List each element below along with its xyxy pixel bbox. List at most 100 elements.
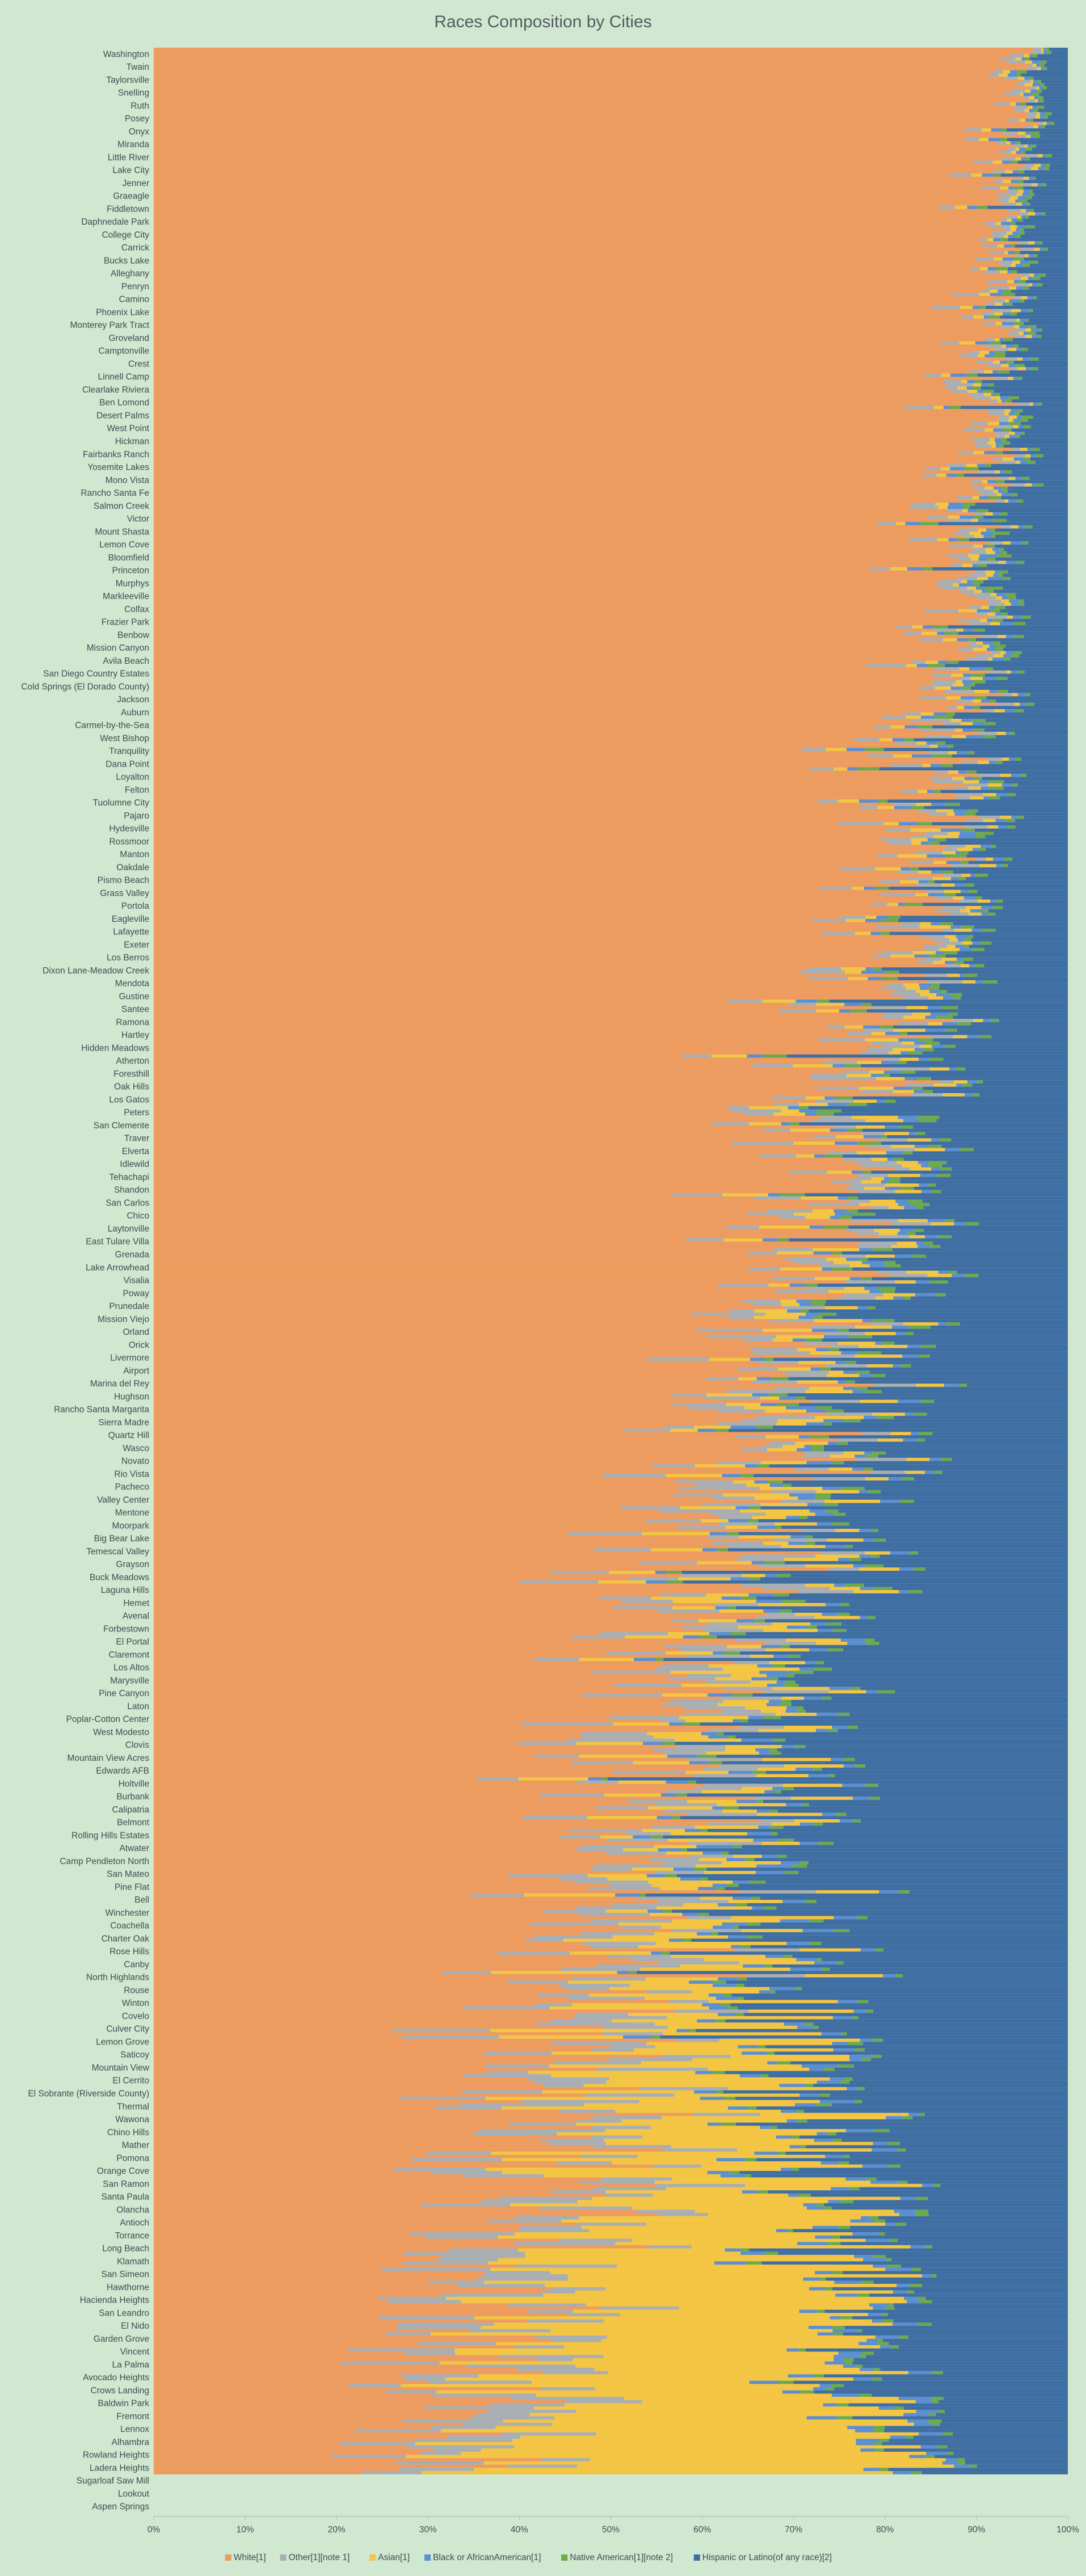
- bar-segment-white-1: [154, 1877, 559, 1881]
- bar-segment-black-or-africanamerican-1: [813, 2387, 826, 2391]
- bar-segment-black-or-africanamerican-1: [1008, 73, 1017, 77]
- bar-segment-other-1-note-1: [339, 2442, 415, 2446]
- bar-segment-hispanic-or-latino-of-any-race-2: [928, 2212, 1068, 2216]
- bar-segment-asian-1: [790, 1128, 830, 1132]
- bar-segment-white-1: [154, 1228, 846, 1232]
- bar-segment-hispanic-or-latino-of-any-race-2: [934, 880, 1068, 884]
- bar-segment-native-american-1-note-2: [974, 628, 985, 632]
- bar-segment-hispanic-or-latino-of-any-race-2: [963, 960, 1068, 964]
- bar-segment-hispanic-or-latino-of-any-race-2: [1003, 618, 1068, 622]
- category-label: Orland: [123, 1327, 149, 1337]
- bar-segment-white-1: [154, 838, 881, 842]
- bar-segment-hispanic-or-latino-of-any-race-2: [892, 1248, 1068, 1251]
- category-label: Winton: [122, 1999, 149, 2008]
- bar-row-rancho-santa-margarita: [154, 1403, 1068, 1416]
- bar-segment-asian-1: [726, 1525, 757, 1529]
- bar-segment-native-american-1-note-2: [880, 1135, 887, 1139]
- bar-segment-other-1-note-1: [748, 1974, 805, 1978]
- bar-segment-other-1-note-1: [971, 480, 982, 483]
- bar-segment-white-1: [154, 1600, 621, 1603]
- bar-segment-hispanic-or-latino-of-any-race-2: [1012, 857, 1068, 861]
- category-label: Culver City: [106, 2025, 149, 2034]
- bar-segment-other-1-note-1: [968, 574, 987, 577]
- bar-segment-black-or-africanamerican-1: [788, 1106, 800, 1110]
- bar-segment-hispanic-or-latino-of-any-race-2: [799, 2168, 1068, 2172]
- bar-segment-white-1: [154, 735, 925, 739]
- bar-segment-hispanic-or-latino-of-any-race-2: [1018, 396, 1068, 400]
- bar-segment-other-1-note-1: [859, 806, 878, 810]
- bar-segment-hispanic-or-latino-of-any-race-2: [995, 735, 1068, 739]
- bar-segment-black-or-africanamerican-1: [1009, 435, 1016, 439]
- bar-segment-white-1: [154, 538, 910, 542]
- bar-segment-black-or-africanamerican-1: [986, 528, 990, 532]
- bar-segment-native-american-1-note-2: [983, 735, 996, 739]
- bar-segment-hispanic-or-latino-of-any-race-2: [895, 1287, 1068, 1291]
- bar-segment-white-1: [154, 1642, 765, 1645]
- bar-segment-native-american-1-note-2: [888, 916, 900, 919]
- bar-segment-asian-1: [967, 586, 976, 590]
- bar-segment-asian-1: [900, 1057, 919, 1061]
- bar-segment-native-american-1-note-2: [715, 1428, 729, 1432]
- bar-segment-other-1-note-1: [637, 1896, 701, 1900]
- bar-row-la-palma: [154, 2358, 1068, 2371]
- bar-segment-black-or-africanamerican-1: [748, 1593, 774, 1597]
- bar-row-forbestown: [154, 1622, 1068, 1635]
- bar-segment-asian-1: [722, 1861, 781, 1865]
- category-label: Traver: [124, 1134, 149, 1144]
- bar-segment-white-1: [154, 1593, 661, 1597]
- bar-segment-asian-1: [772, 1622, 811, 1626]
- bar-segment-asian-1: [846, 1073, 872, 1077]
- bar-segment-black-or-africanamerican-1: [760, 2126, 771, 2130]
- bar-segment-black-or-africanamerican-1: [781, 2109, 798, 2113]
- bar-segment-black-or-africanamerican-1: [715, 1606, 728, 1610]
- bar-segment-black-or-africanamerican-1: [975, 341, 990, 345]
- bar-segment-other-1-note-1: [854, 1161, 897, 1165]
- bar-segment-other-1-note-1: [540, 2387, 595, 2391]
- bar-segment-black-or-africanamerican-1: [890, 2435, 907, 2439]
- bar-segment-native-american-1-note-2: [698, 1912, 709, 1916]
- bar-row-wawona: [154, 2113, 1068, 2126]
- bar-segment-hispanic-or-latino-of-any-race-2: [953, 744, 1068, 748]
- bar-segment-hispanic-or-latino-of-any-race-2: [849, 1929, 1068, 1933]
- bar-segment-hispanic-or-latino-of-any-race-2: [958, 660, 1068, 664]
- bar-segment-other-1-note-1: [645, 1519, 701, 1523]
- bar-segment-other-1-note-1: [880, 838, 911, 842]
- bar-segment-black-or-africanamerican-1: [728, 1935, 747, 1939]
- bar-segment-black-or-africanamerican-1: [899, 2212, 916, 2216]
- bar-segment-native-american-1-note-2: [996, 480, 1005, 483]
- bar-segment-other-1-note-1: [727, 1000, 763, 1003]
- bar-segment-other-1-note-1: [991, 651, 1001, 655]
- bar-segment-hispanic-or-latino-of-any-race-2: [743, 1996, 1068, 2000]
- bar-segment-white-1: [154, 505, 910, 509]
- bar-segment-other-1-note-1: [989, 541, 1003, 545]
- bar-segment-other-1-note-1: [528, 2319, 604, 2323]
- bar-segment-black-or-africanamerican-1: [651, 1951, 661, 1955]
- bar-segment-native-american-1-note-2: [954, 960, 964, 964]
- bar-segment-asian-1: [944, 889, 961, 893]
- bar-segment-asian-1: [1004, 602, 1011, 606]
- bar-segment-other-1-note-1: [540, 2206, 633, 2210]
- bar-segment-asian-1: [969, 912, 982, 916]
- bar-segment-native-american-1-note-2: [860, 1258, 868, 1261]
- bar-segment-asian-1: [777, 1367, 811, 1371]
- bar-segment-asian-1: [603, 2319, 872, 2323]
- x-tick-label: 80%: [876, 2525, 894, 2535]
- bar-row-orland: [154, 1325, 1068, 1339]
- bar-segment-hispanic-or-latino-of-any-race-2: [853, 2200, 1068, 2203]
- bar-segment-white-1: [154, 541, 990, 545]
- bar-row-clearlake-riviera: [154, 383, 1068, 397]
- bar-segment-asian-1: [1019, 119, 1026, 122]
- category-label: Torrance: [115, 2231, 149, 2241]
- bar-segment-other-1-note-1: [931, 306, 961, 309]
- bar-segment-white-1: [154, 1448, 742, 1452]
- bar-segment-white-1: [154, 448, 1013, 452]
- bar-segment-white-1: [154, 57, 1001, 61]
- bar-segment-other-1-note-1: [904, 406, 935, 410]
- bar-segment-asian-1: [550, 2329, 833, 2333]
- bar-segment-other-1-note-1: [854, 738, 880, 742]
- bar-segment-black-or-africanamerican-1: [1015, 431, 1022, 435]
- bar-segment-other-1-note-1: [715, 1603, 758, 1607]
- bar-segment-other-1-note-1: [999, 151, 1012, 154]
- bar-segment-white-1: [154, 1616, 757, 1620]
- bar-segment-other-1-note-1: [754, 1196, 801, 1200]
